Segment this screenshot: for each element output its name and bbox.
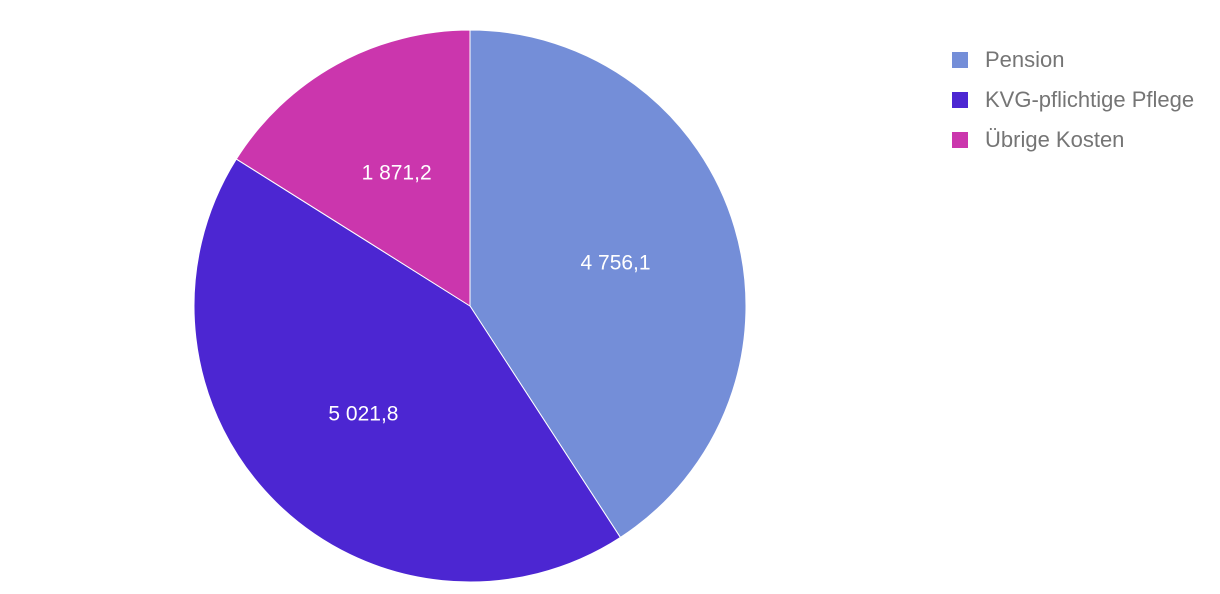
legend-swatch [952,92,968,108]
pie-slice-pension [469,29,747,539]
slice-value-label: 4 756,1 [581,251,651,274]
legend-swatch [952,52,968,68]
legend-label: Übrige Kosten [985,127,1125,152]
legend-item-pension: Pension [952,40,1194,80]
legend-label: KVG-pflichtige Pflege [985,87,1195,112]
pie-slice-kvg-pflichtige-pflege [193,158,622,583]
legend: Pension KVG-pflichtige Pflege Übrige Koste… [952,40,1194,160]
legend-item-kvg-pflichtige-pflege: KVG-pflichtige Pflege [952,80,1194,120]
legend-swatch [952,132,968,148]
slice-value-label: 1 871,2 [362,162,432,185]
legend-item-uebrige-kosten: Übrige Kosten [952,120,1194,160]
pie-slice-uebrige-kosten [235,29,471,307]
slice-value-label: 5 021,8 [328,403,398,426]
legend-label: Pension [985,47,1065,72]
